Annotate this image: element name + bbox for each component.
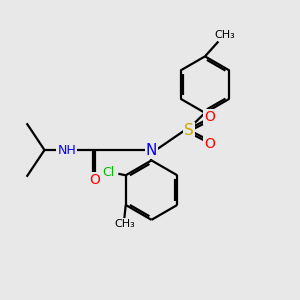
Text: O: O	[90, 173, 101, 187]
Text: NH: NH	[57, 143, 76, 157]
Text: N: N	[146, 142, 157, 158]
Text: O: O	[205, 137, 215, 151]
Text: Cl: Cl	[102, 166, 114, 179]
Text: O: O	[205, 110, 215, 124]
Text: CH₃: CH₃	[114, 219, 135, 229]
Text: CH₃: CH₃	[214, 30, 235, 40]
Text: S: S	[184, 123, 194, 138]
